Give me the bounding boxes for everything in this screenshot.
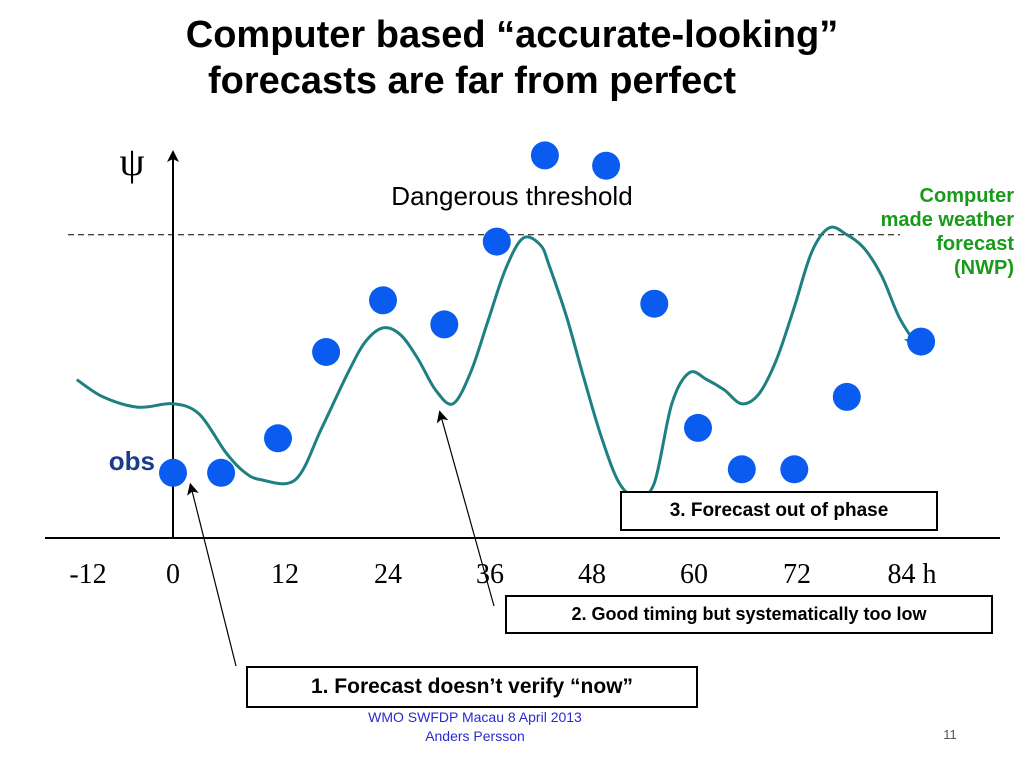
threshold-label: Dangerous threshold [391,181,632,211]
callout-1-arrow [187,482,237,667]
observation-points [159,141,936,487]
x-tick-label: 0 [166,559,180,590]
observation-point [264,424,292,453]
observation-point [907,327,936,356]
x-tick-label: 24 [374,559,402,590]
x-tick-label: 48 [578,559,606,590]
x-tick-label: 84 h [888,559,937,590]
observation-point [727,455,756,484]
observation-point [369,286,397,315]
x-tick-label: 12 [271,559,299,590]
observation-point [640,289,669,318]
slide-title: Computer based “accurate-looking” foreca… [0,12,1024,104]
x-tick-labels: -12 0 12 24 36 48 60 72 84 h [69,559,936,590]
page-number: 11 [943,727,957,742]
callout-good-timing-too-low: 2. Good timing but systematically too lo… [505,595,993,634]
observation-point [159,458,187,487]
x-tick-label: 72 [783,559,811,590]
y-axis-label: ψ [119,139,144,184]
observation-point [482,227,511,256]
callout-2-arrow [436,410,495,607]
x-tick-label: 36 [476,559,504,590]
obs-label: obs [109,446,155,476]
forecast-curve [75,225,919,499]
x-tick-label: 60 [680,559,708,590]
observation-point [430,310,459,339]
observation-point [312,338,341,366]
observation-point [780,455,809,484]
observation-point [684,413,712,442]
footer-credit: WMO SWFDP Macau 8 April 2013 Anders Pers… [368,709,582,744]
observation-point [592,151,621,180]
x-tick-label: -12 [69,559,106,590]
observation-point [530,141,559,170]
nwp-series-label: Computer made weather forecast (NWP) [880,185,1014,279]
callout-forecast-out-of-phase: 3. Forecast out of phase [620,491,938,531]
title-line-1: Computer based “accurate-looking” [185,14,839,56]
observation-point [207,458,236,487]
callout-forecast-doesnt-verify-now: 1. Forecast doesn’t verify “now” [246,666,698,708]
observation-point [832,382,861,411]
title-line-2: forecasts are far from perfect [208,60,736,102]
